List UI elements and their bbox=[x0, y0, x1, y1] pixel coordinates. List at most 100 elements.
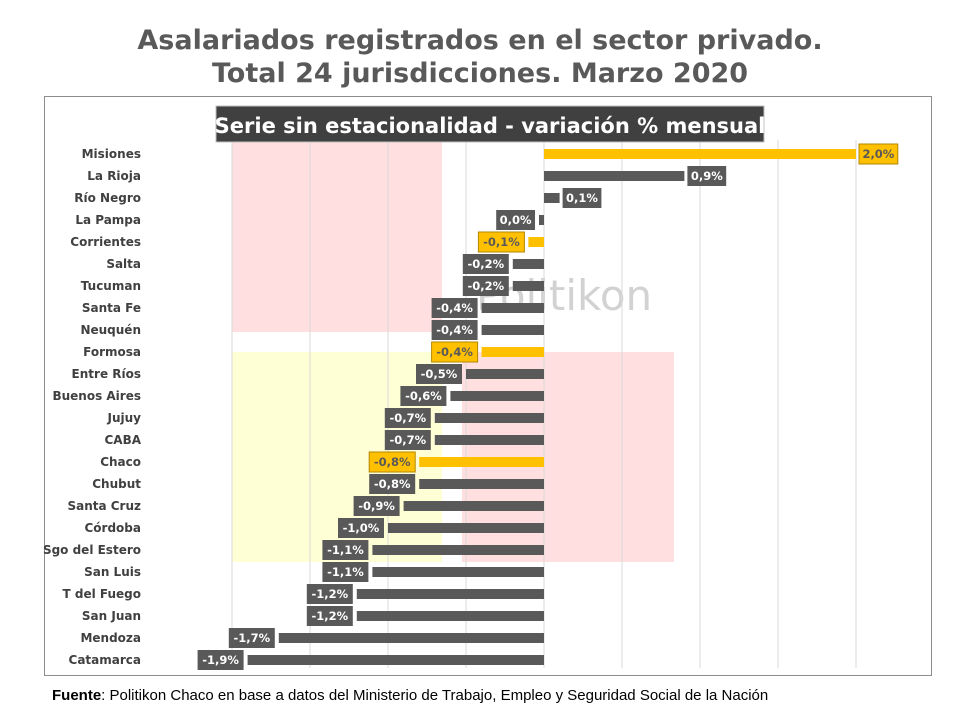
category-label: Salta bbox=[106, 257, 141, 271]
data-label-box bbox=[322, 540, 369, 560]
data-label: -1,7% bbox=[233, 631, 270, 645]
data-label-box bbox=[462, 276, 509, 296]
chart-subtitle: Serie sin estacionalidad - variación % m… bbox=[215, 114, 766, 138]
bar bbox=[278, 633, 544, 643]
data-label-box bbox=[368, 451, 416, 473]
bar bbox=[512, 281, 544, 291]
data-label-box bbox=[431, 320, 478, 340]
category-label: Santa Fe bbox=[82, 301, 141, 315]
bar bbox=[356, 589, 544, 599]
category-label: Tucuman bbox=[81, 279, 141, 293]
data-label-box bbox=[462, 254, 509, 274]
bar bbox=[544, 171, 685, 181]
bar bbox=[403, 501, 544, 511]
category-label: Sgo del Estero bbox=[43, 543, 141, 557]
data-label-box bbox=[431, 298, 478, 318]
bar bbox=[356, 611, 544, 621]
bar bbox=[372, 545, 544, 555]
category-label: Formosa bbox=[83, 345, 141, 359]
chart-title-line-1: Asalariados registrados en el sector pri… bbox=[137, 25, 823, 56]
category-label: Chaco bbox=[100, 455, 141, 469]
chart-title-line-2: Total 24 jurisdicciones. Marzo 2020 bbox=[211, 58, 749, 89]
data-label-box bbox=[416, 364, 462, 384]
bar bbox=[481, 303, 544, 313]
bar bbox=[481, 325, 544, 335]
bar bbox=[434, 413, 544, 423]
category-label: Misiones bbox=[82, 147, 141, 161]
data-label-box bbox=[687, 166, 727, 186]
data-label: -1,1% bbox=[327, 565, 364, 579]
bar bbox=[481, 347, 544, 357]
data-label-box bbox=[431, 341, 479, 363]
category-label: Chubut bbox=[92, 477, 141, 491]
data-label: -0,2% bbox=[467, 279, 504, 293]
data-label: -0,6% bbox=[405, 389, 442, 403]
plot-frame bbox=[44, 96, 932, 676]
bar bbox=[247, 655, 544, 665]
data-label: -0,8% bbox=[374, 455, 411, 469]
data-label: 0,9% bbox=[691, 169, 723, 183]
category-label: Neuquén bbox=[80, 323, 141, 337]
data-label: -0,2% bbox=[467, 257, 504, 271]
category-label: San Luis bbox=[84, 565, 141, 579]
data-label-box bbox=[562, 188, 602, 208]
bars bbox=[247, 149, 856, 665]
source-text: : Politikon Chaco en base a datos del Mi… bbox=[101, 687, 769, 704]
data-label: -0,7% bbox=[389, 411, 426, 425]
data-label: 0,1% bbox=[566, 191, 598, 205]
category-label: CABA bbox=[104, 433, 141, 447]
data-label-box bbox=[384, 430, 431, 450]
data-label: -0,4% bbox=[436, 345, 473, 359]
data-label-box bbox=[306, 606, 353, 626]
category-label: Jujuy bbox=[107, 411, 142, 425]
bar bbox=[419, 457, 544, 467]
data-label-box bbox=[477, 231, 525, 253]
data-label-box bbox=[400, 386, 447, 406]
source-note: Fuente: Politikon Chaco en base a datos … bbox=[52, 687, 768, 704]
data-label-box bbox=[228, 628, 275, 648]
data-label-box bbox=[384, 408, 431, 428]
gridlines bbox=[231, 140, 857, 668]
bar bbox=[372, 567, 544, 577]
bar bbox=[544, 193, 560, 203]
category-label: La Rioja bbox=[87, 169, 141, 183]
data-label-box bbox=[353, 496, 400, 516]
data-label: -0,1% bbox=[483, 235, 520, 249]
category-label: San Juan bbox=[82, 609, 141, 623]
category-label: Catamarca bbox=[69, 653, 141, 667]
category-label: Entre Ríos bbox=[72, 367, 141, 381]
bar bbox=[388, 523, 544, 533]
watermark-block bbox=[232, 140, 442, 332]
chart-title: Asalariados registrados en el sector pri… bbox=[0, 24, 960, 90]
bar bbox=[434, 435, 544, 445]
data-label: -1,0% bbox=[343, 521, 380, 535]
data-label-box bbox=[306, 584, 353, 604]
category-labels: Misiones La Rioja Río Negro La Pampa Corrien… bbox=[43, 147, 142, 667]
data-label: -0,9% bbox=[358, 499, 395, 513]
data-label: -1,1% bbox=[327, 543, 364, 557]
data-label: -1,9% bbox=[202, 653, 239, 667]
bar bbox=[539, 215, 544, 225]
data-label: -1,2% bbox=[311, 587, 348, 601]
data-labels: 2,0% 0,9% 0,1% 0,0% -0,1% -0,2% -0,2% -0,4% -0,4… bbox=[197, 143, 899, 670]
data-label: -0,4% bbox=[436, 323, 473, 337]
data-label-box bbox=[496, 210, 535, 230]
data-label: -0,8% bbox=[374, 477, 411, 491]
category-label: Río Negro bbox=[74, 191, 141, 205]
category-label: Córdoba bbox=[85, 521, 142, 535]
data-label: -0,5% bbox=[421, 367, 458, 381]
data-label-box bbox=[197, 650, 244, 670]
data-label-box bbox=[322, 562, 369, 582]
chart-subtitle-box: Serie sin estacionalidad - variación % m… bbox=[215, 105, 766, 143]
category-label: Mendoza bbox=[80, 631, 141, 645]
subtitle-box bbox=[215, 105, 765, 143]
category-label: Corrientes bbox=[70, 235, 141, 249]
category-label: La Pampa bbox=[75, 213, 141, 227]
bar bbox=[544, 149, 856, 159]
data-label-box bbox=[338, 518, 384, 538]
data-label: 0,0% bbox=[500, 213, 532, 227]
category-label: Santa Cruz bbox=[67, 499, 141, 513]
data-label: -0,7% bbox=[389, 433, 426, 447]
data-label: -1,2% bbox=[311, 609, 348, 623]
